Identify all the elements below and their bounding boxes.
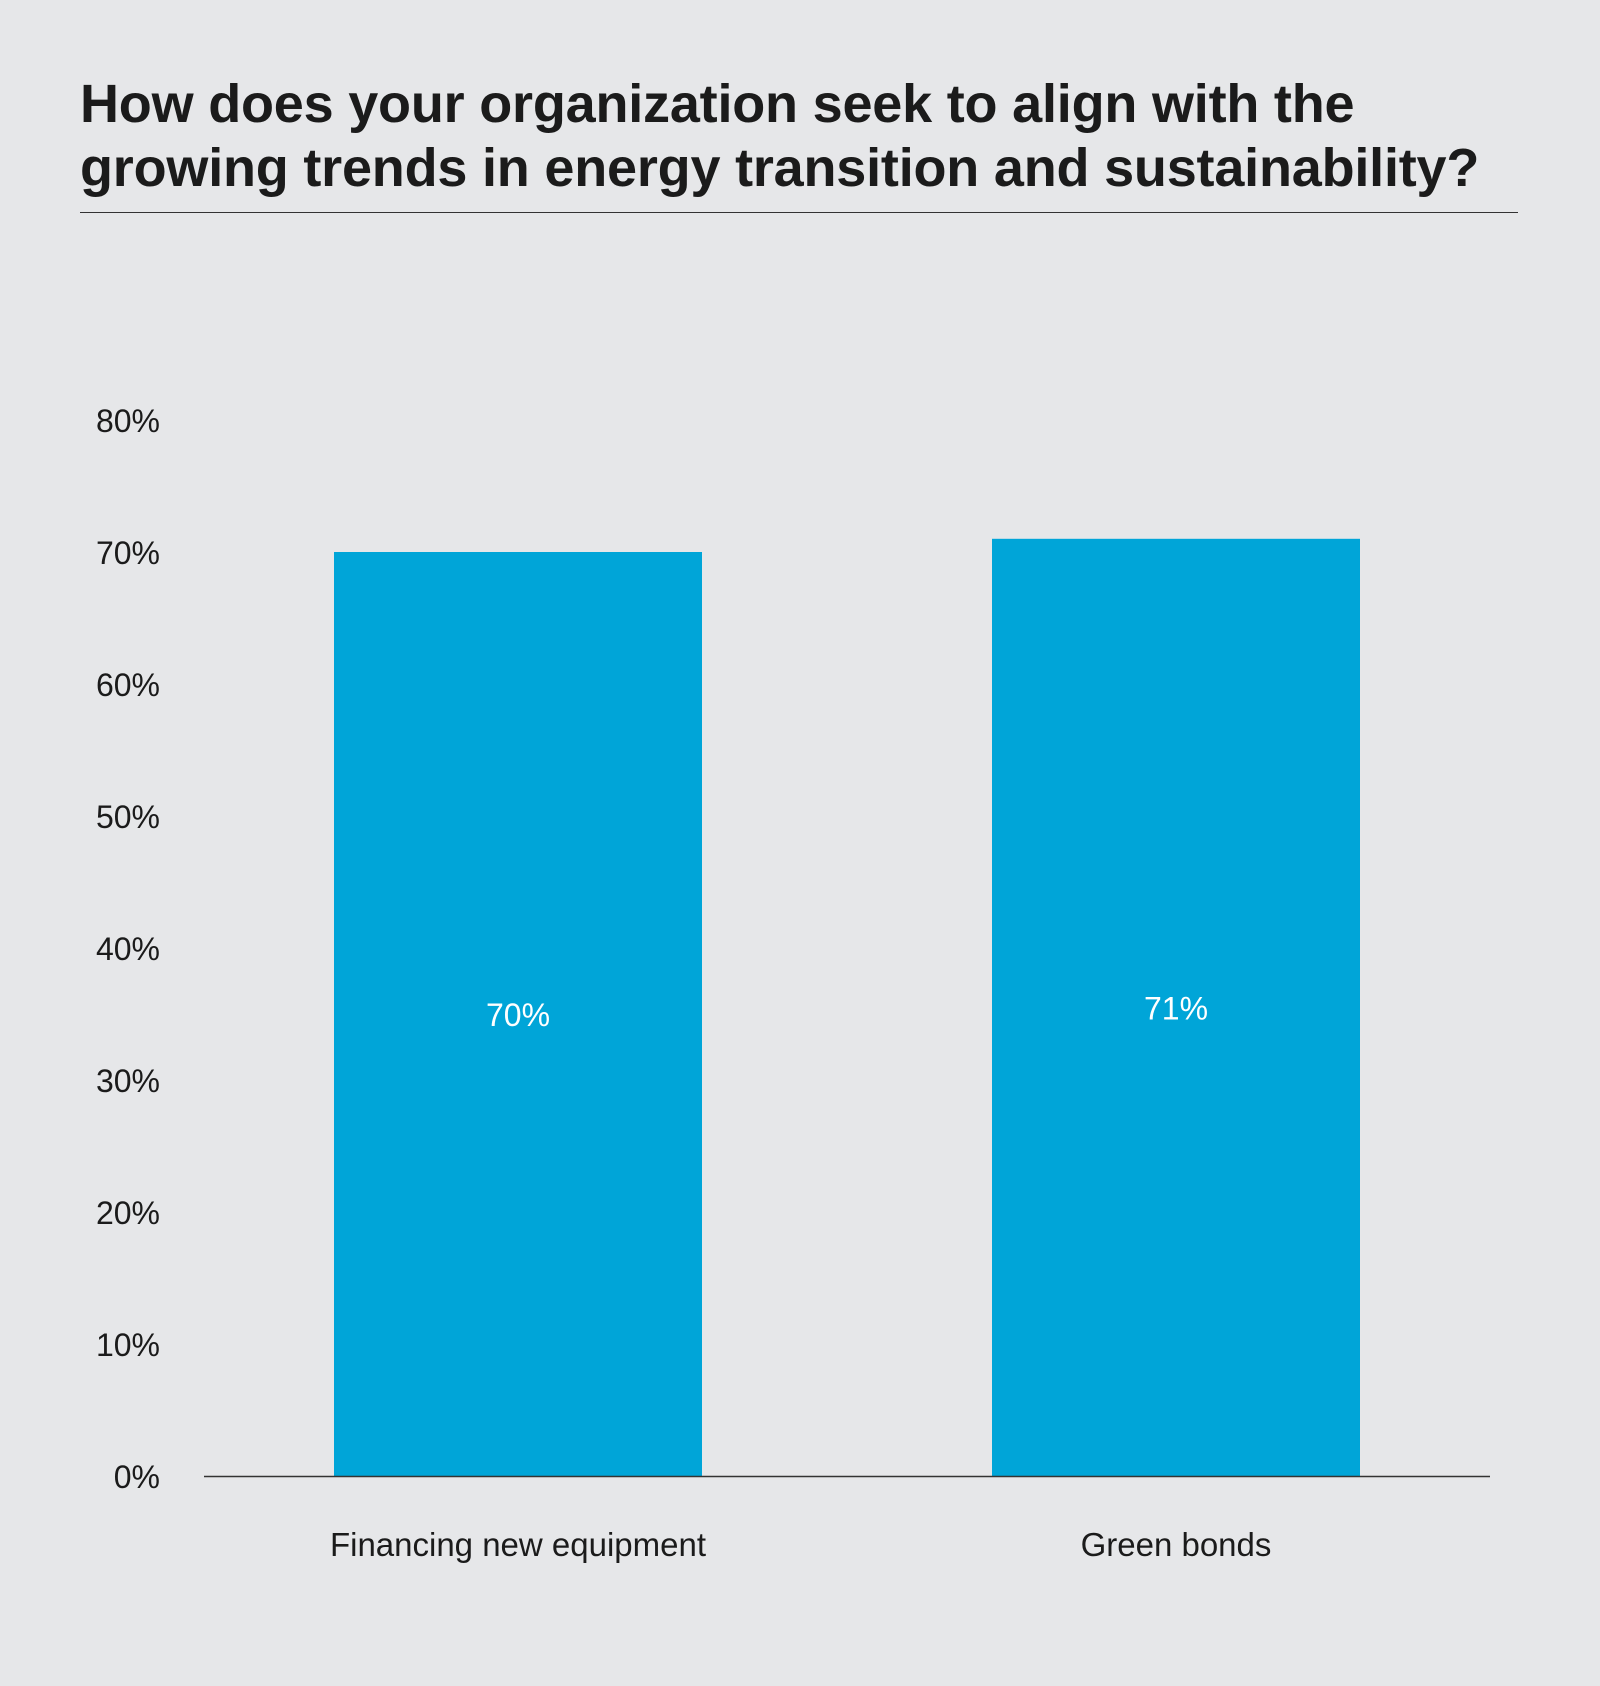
title-divider [80, 212, 1518, 213]
y-tick-label: 30% [96, 1063, 160, 1099]
x-axis-labels: Financing new equipment Green bonds [330, 1526, 1271, 1563]
chart-title: How does your organization seek to align… [80, 74, 1480, 198]
y-tick-label: 50% [96, 799, 160, 835]
bar [992, 538, 1360, 1476]
x-category-label: Financing new equipment [330, 1526, 706, 1563]
x-category-label: Green bonds [1081, 1526, 1272, 1563]
y-axis-ticks: 0% 10% 20% 30% 40% 50% 60% 70% 80% [96, 403, 160, 1495]
bar-value-label: 71% [1144, 990, 1208, 1026]
y-tick-label: 60% [96, 667, 160, 703]
data-labels: 70% 71% [486, 990, 1208, 1033]
y-tick-label: 40% [96, 931, 160, 967]
y-tick-label: 70% [96, 535, 160, 571]
bar [334, 552, 702, 1476]
y-tick-label: 0% [114, 1459, 160, 1495]
y-tick-label: 20% [96, 1195, 160, 1231]
y-tick-label: 10% [96, 1327, 160, 1363]
bar-value-label: 70% [486, 997, 550, 1033]
bars [334, 538, 1360, 1476]
y-tick-label: 80% [96, 403, 160, 439]
